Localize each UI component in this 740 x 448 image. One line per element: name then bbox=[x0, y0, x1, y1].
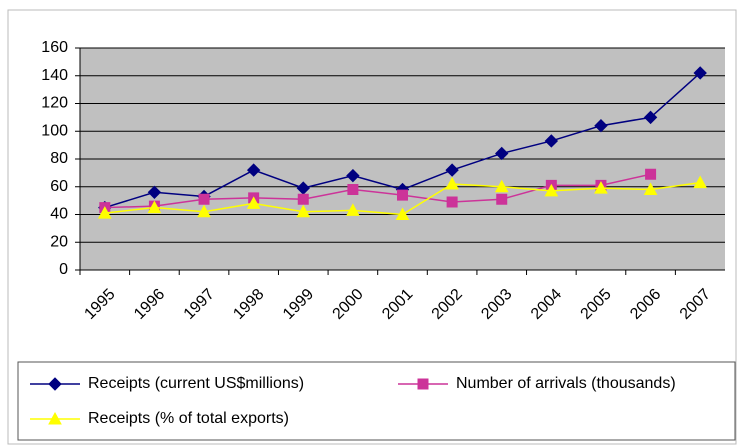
marker bbox=[395, 207, 410, 220]
marker bbox=[594, 118, 608, 133]
marker bbox=[495, 146, 509, 161]
marker bbox=[48, 377, 62, 391]
marker bbox=[496, 193, 508, 205]
legend-label: Receipts (current US$millions) bbox=[88, 375, 304, 392]
marker bbox=[643, 110, 658, 125]
y-tick-label: 20 bbox=[50, 233, 68, 250]
marker bbox=[417, 378, 429, 390]
marker bbox=[544, 183, 559, 197]
marker bbox=[693, 66, 707, 80]
legend-label: Receipts (% of total exports) bbox=[88, 410, 289, 427]
legend-box bbox=[17, 361, 736, 441]
marker bbox=[346, 168, 360, 183]
y-tick-label: 140 bbox=[41, 67, 68, 84]
marker bbox=[645, 168, 657, 180]
y-tick-label: 60 bbox=[50, 178, 68, 195]
marker bbox=[347, 184, 359, 196]
marker bbox=[397, 189, 408, 201]
marker bbox=[693, 175, 708, 189]
marker bbox=[494, 179, 509, 193]
marker bbox=[445, 176, 459, 190]
marker bbox=[297, 193, 309, 205]
marker bbox=[544, 134, 559, 148]
marker bbox=[446, 196, 458, 208]
y-tick-label: 160 bbox=[41, 39, 68, 56]
marker bbox=[643, 182, 658, 196]
marker bbox=[246, 163, 261, 177]
y-tick-label: 40 bbox=[50, 206, 68, 223]
marker bbox=[296, 204, 311, 218]
marker bbox=[48, 411, 62, 425]
marker bbox=[198, 193, 210, 205]
marker bbox=[97, 206, 112, 219]
series-line bbox=[104, 173, 651, 209]
marker bbox=[147, 185, 162, 200]
marker bbox=[346, 203, 360, 216]
marker bbox=[594, 181, 608, 194]
legend-label: Number of arrivals (thousands) bbox=[456, 375, 676, 392]
y-tick-label: 100 bbox=[41, 122, 68, 139]
y-tick-label: 0 bbox=[59, 261, 68, 278]
marker bbox=[147, 200, 162, 214]
y-tick-label: 80 bbox=[50, 150, 68, 167]
marker bbox=[445, 163, 459, 177]
marker bbox=[246, 196, 261, 209]
y-tick-label: 120 bbox=[41, 95, 68, 112]
marker bbox=[197, 204, 211, 218]
